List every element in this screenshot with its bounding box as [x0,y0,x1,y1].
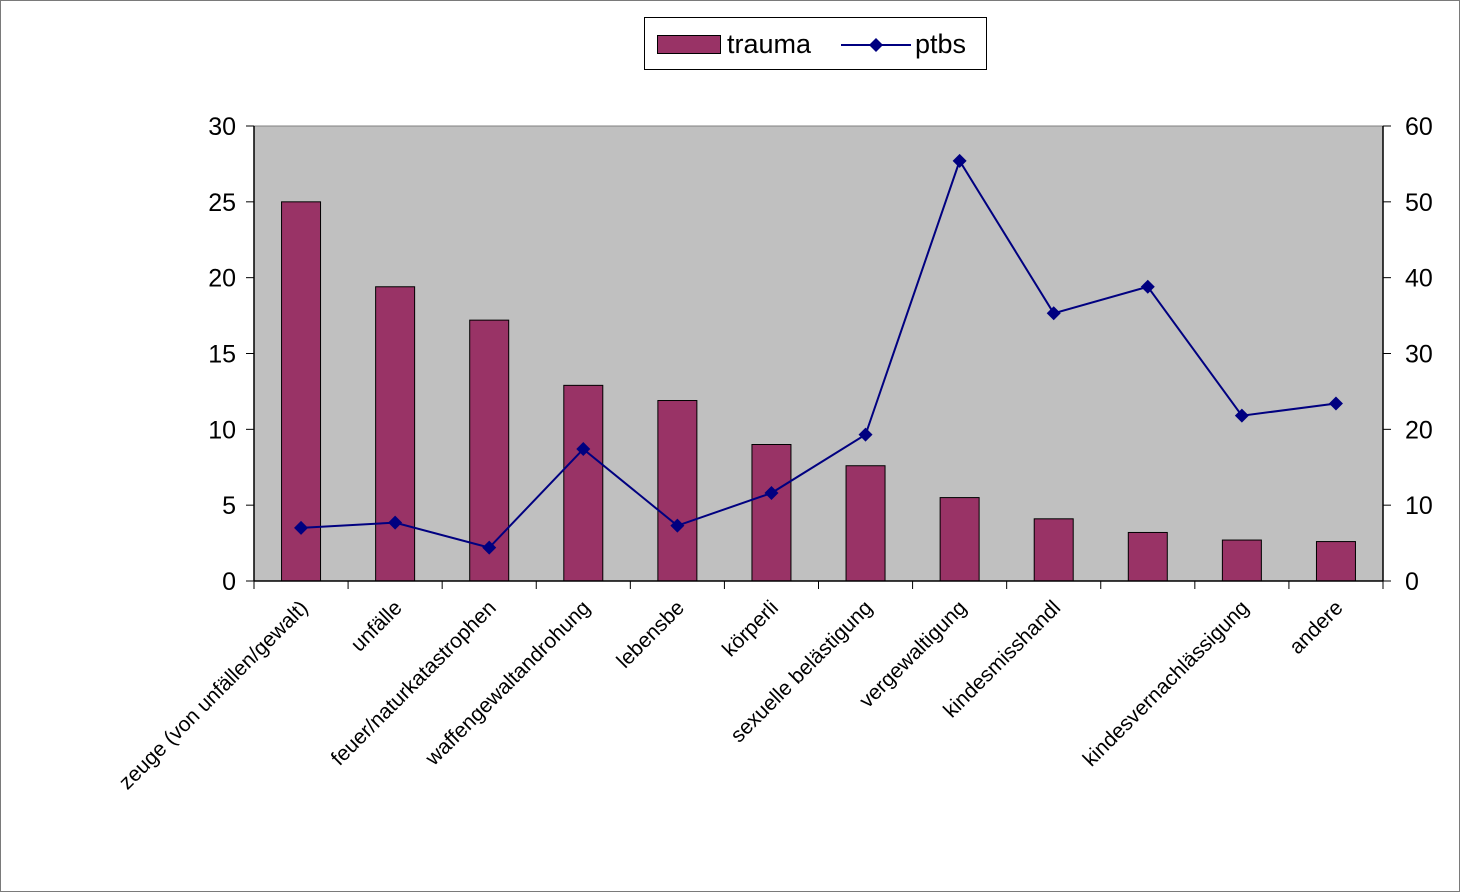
ptbs-line [300,158,1337,549]
category-labels: zeuge (von unfällen/gewalt) unfällefeuer/… [115,596,1348,794]
right-axis-ticks: 0 10 20 30 40 50 60 [1383,113,1433,596]
right-tick-label: 20 [1405,416,1433,444]
line-diamond-icon [841,37,911,52]
ptbs-point [1234,408,1249,423]
left-tick-label: 20 [208,265,236,293]
bar-swatch-icon [657,35,721,54]
trauma-bar [1033,518,1074,582]
ptbs-point [482,540,497,555]
left-tick-label: 5 [222,492,236,520]
left-tick-label: 30 [208,113,236,141]
left-axis-ticks: 0 5 10 15 20 25 30 [208,113,254,596]
ptbs-line-series [294,153,1343,555]
category-label: feuer/naturkatastrophen [327,596,501,770]
trauma-bar [751,444,792,582]
category-label: körperli [718,596,783,661]
legend-label-trauma: trauma [727,29,812,59]
trauma-bar [281,201,322,582]
ptbs-point [1140,279,1155,294]
ptbs-point [576,442,591,457]
trauma-bar [1221,539,1262,582]
ptbs-point [388,515,403,530]
right-tick-label: 10 [1405,492,1433,520]
trauma-bar [563,384,604,582]
right-tick-label: 30 [1405,341,1433,369]
ptbs-point [952,153,967,168]
trauma-bar [939,497,980,582]
right-tick-label: 0 [1405,568,1419,596]
ptbs-point [764,486,779,501]
right-tick-label: 50 [1405,189,1433,217]
left-tick-label: 0 [222,568,236,596]
trauma-bar [375,286,416,582]
right-tick-label: 40 [1405,265,1433,293]
left-tick-label: 15 [208,341,236,369]
trauma-bars [281,201,1356,582]
category-label: andere [1285,596,1348,659]
category-label: unfälle [347,596,407,656]
left-tick-label: 10 [208,416,236,444]
legend-label-ptbs: ptbs [915,29,967,59]
trauma-bar [657,400,698,582]
right-tick-label: 60 [1405,113,1433,141]
trauma-bar [469,319,510,582]
ptbs-point [858,427,873,442]
ptbs-point [1046,306,1061,321]
plot-area [253,125,1384,582]
ptbs-point [294,520,309,535]
legend-item-ptbs: ptbs [841,18,966,71]
legend: trauma ptbs [644,17,987,70]
ptbs-point [1328,396,1343,411]
legend-item-trauma: trauma [657,18,811,71]
category-label: zeuge (von unfällen/gewalt) [115,596,313,794]
category-label: waffengewaltandrohung [420,596,594,770]
ptbs-point [670,518,685,533]
category-label: kindesvernachlässigung [1079,596,1254,771]
trauma-bar [1315,541,1356,582]
trauma-bar [1127,531,1168,582]
left-tick-label: 25 [208,189,236,217]
trauma-bar [845,465,886,582]
category-label: lebensbe [612,596,689,673]
